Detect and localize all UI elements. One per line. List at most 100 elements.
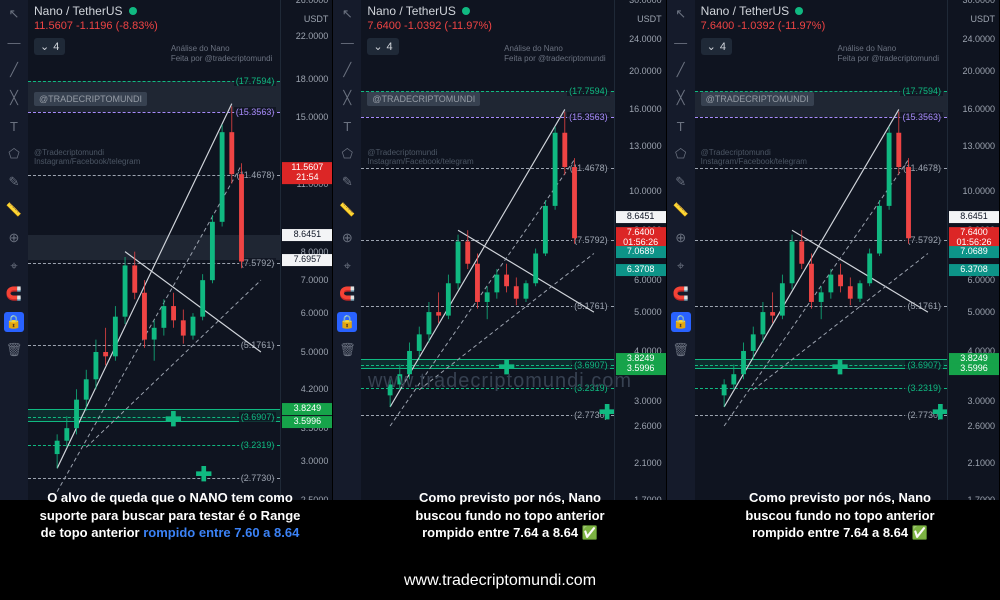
y-tick: 6.0000 [967,275,995,285]
tool-6-icon[interactable]: ✎ [337,172,357,192]
tool-0-icon[interactable]: ↖ [337,4,357,24]
y-tick: 16.0000 [962,104,995,114]
tool-11-icon[interactable]: 🔒 [4,312,24,332]
tool-8-icon[interactable]: ⊕ [671,228,691,248]
y-tick: 18.0000 [296,74,329,84]
tool-1-icon[interactable]: — [4,32,24,52]
tool-7-icon[interactable]: 📏 [337,200,357,220]
tool-7-icon[interactable]: 📏 [4,200,24,220]
tool-11-icon[interactable]: 🔒 [337,312,357,332]
tool-4-icon[interactable]: T [337,116,357,136]
tool-9-icon[interactable]: ⌖ [4,256,24,276]
candlestick-svg [361,0,613,500]
y-axis: USDT26.000022.000018.000015.000011.00008… [280,0,332,500]
price-badge-white: 7.6957 [282,254,332,266]
tool-5-icon[interactable]: ⬠ [337,144,357,164]
panel-caption: Como previsto por nós, Nanobuscou fundo … [360,483,660,548]
tool-7-icon[interactable]: 📏 [671,200,691,220]
tool-11-icon[interactable]: 🔒 [671,312,691,332]
y-tick: 24.0000 [962,34,995,44]
y-tick: 3.0000 [301,456,329,466]
price-badge-green: 3.5996 [949,363,999,375]
y-tick: 7.0000 [301,275,329,285]
tool-6-icon[interactable]: ✎ [4,172,24,192]
tool-9-icon[interactable]: ⌖ [671,256,691,276]
chart-panel-1: ↖ — ╱ ╳ T ⬠ ✎ 📏 ⊕ ⌖ 🧲 🔒 🗑Nano / TetherUS 7.6400 -1.0… [333,0,666,500]
candlestick-svg [695,0,947,500]
y-tick: 3.0000 [967,396,995,406]
chart-header: Nano / TetherUS 11.5607 -1.1196 (-8.83%)… [34,4,158,55]
footer-url: www.tradecriptomundi.com [0,572,1000,590]
tool-5-icon[interactable]: ⬠ [671,144,691,164]
price-badge-teal: 6.3708 [949,264,999,276]
y-tick: 10.0000 [962,186,995,196]
tool-0-icon[interactable]: ↖ [671,4,691,24]
chevron-down-icon: ⌄ [707,40,716,53]
tool-8-icon[interactable]: ⊕ [4,228,24,248]
currency-label: USDT [304,14,329,24]
y-tick: 3.0000 [634,396,662,406]
tool-1-icon[interactable]: — [671,32,691,52]
y-tick: 15.0000 [296,112,329,122]
price-summary: 11.5607 -1.1196 (-8.83%) [34,20,158,32]
tool-10-icon[interactable]: 🧲 [671,284,691,304]
tool-10-icon[interactable]: 🧲 [337,284,357,304]
status-dot-icon [795,7,803,15]
tool-4-icon[interactable]: T [671,116,691,136]
tool-12-icon[interactable]: 🗑 [337,340,357,360]
y-tick: 20.0000 [962,66,995,76]
tool-12-icon[interactable]: 🗑 [4,340,24,360]
chevron-down-icon: ⌄ [373,40,382,53]
chart-area[interactable]: Nano / TetherUS 7.6400 -1.0392 (-11.97%)… [361,0,665,500]
price-summary: 7.6400 -1.0392 (-11.97%) [367,20,492,32]
timeframe-dropdown[interactable]: ⌄ 4 [367,38,398,55]
price-badge-current: 11.560721:54 [282,162,332,184]
y-axis: USDT30.000024.000020.000016.000013.00001… [614,0,666,500]
y-tick: 30.0000 [629,0,662,5]
currency-label: USDT [970,14,995,24]
price-badge-white: 8.6451 [949,211,999,223]
panels-row: ↖ — ╱ ╳ T ⬠ ✎ 📏 ⊕ ⌖ 🧲 🔒 🗑 Nano / TetherUS 11.5607 -1.… [0,0,1000,500]
tool-5-icon[interactable]: ⬠ [4,144,24,164]
chart-area[interactable]: Nano / TetherUS 11.5607 -1.1196 (-8.83%)… [28,0,332,500]
y-tick: 2.1000 [967,458,995,468]
y-tick: 10.0000 [629,186,662,196]
drawing-toolbar: ↖ — ╱ ╳ T ⬠ ✎ 📏 ⊕ ⌖ 🧲 🔒 🗑 [333,0,361,500]
tool-3-icon[interactable]: ╳ [337,88,357,108]
tool-2-icon[interactable]: ╱ [4,60,24,80]
tool-12-icon[interactable]: 🗑 [671,340,691,360]
tool-9-icon[interactable]: ⌖ [337,256,357,276]
panel-caption: O alvo de queda que o NANO tem comosupor… [10,483,330,548]
chart-area[interactable]: Nano / TetherUS 7.6400 -1.0392 (-11.97%)… [695,0,999,500]
tool-8-icon[interactable]: ⊕ [337,228,357,248]
y-tick: 2.6000 [634,421,662,431]
y-tick: 5.0000 [301,347,329,357]
tool-2-icon[interactable]: ╱ [671,60,691,80]
tool-6-icon[interactable]: ✎ [671,172,691,192]
tool-1-icon[interactable]: — [337,32,357,52]
price-badge-white: 8.6451 [282,229,332,241]
price-badge-white: 8.6451 [616,211,666,223]
tool-4-icon[interactable]: T [4,116,24,136]
currency-label: USDT [637,14,662,24]
tool-3-icon[interactable]: ╳ [4,88,24,108]
chart-panel-2: ↖ — ╱ ╳ T ⬠ ✎ 📏 ⊕ ⌖ 🧲 🔒 🗑Nano / TetherUS 7.6400 -1.0… [667,0,1000,500]
chevron-down-icon: ⌄ [40,40,49,53]
tool-10-icon[interactable]: 🧲 [4,284,24,304]
y-tick: 6.0000 [634,275,662,285]
price-summary: 7.6400 -1.0392 (-11.97%) [701,20,826,32]
candlestick-svg [28,0,280,500]
y-tick: 13.0000 [962,141,995,151]
drawing-toolbar: ↖ — ╱ ╳ T ⬠ ✎ 📏 ⊕ ⌖ 🧲 🔒 🗑 [667,0,695,500]
timeframe-dropdown[interactable]: ⌄ 4 [34,38,65,55]
timeframe-dropdown[interactable]: ⌄ 4 [701,38,732,55]
y-tick: 5.0000 [634,307,662,317]
price-badge-teal: 6.3708 [616,264,666,276]
price-badge-green: 3.5996 [616,363,666,375]
tool-2-icon[interactable]: ╱ [337,60,357,80]
tool-3-icon[interactable]: ╳ [671,88,691,108]
price-badge-green: 3.5996 [282,416,332,428]
y-tick: 26.0000 [296,0,329,5]
tool-0-icon[interactable]: ↖ [4,4,24,24]
y-tick: 16.0000 [629,104,662,114]
